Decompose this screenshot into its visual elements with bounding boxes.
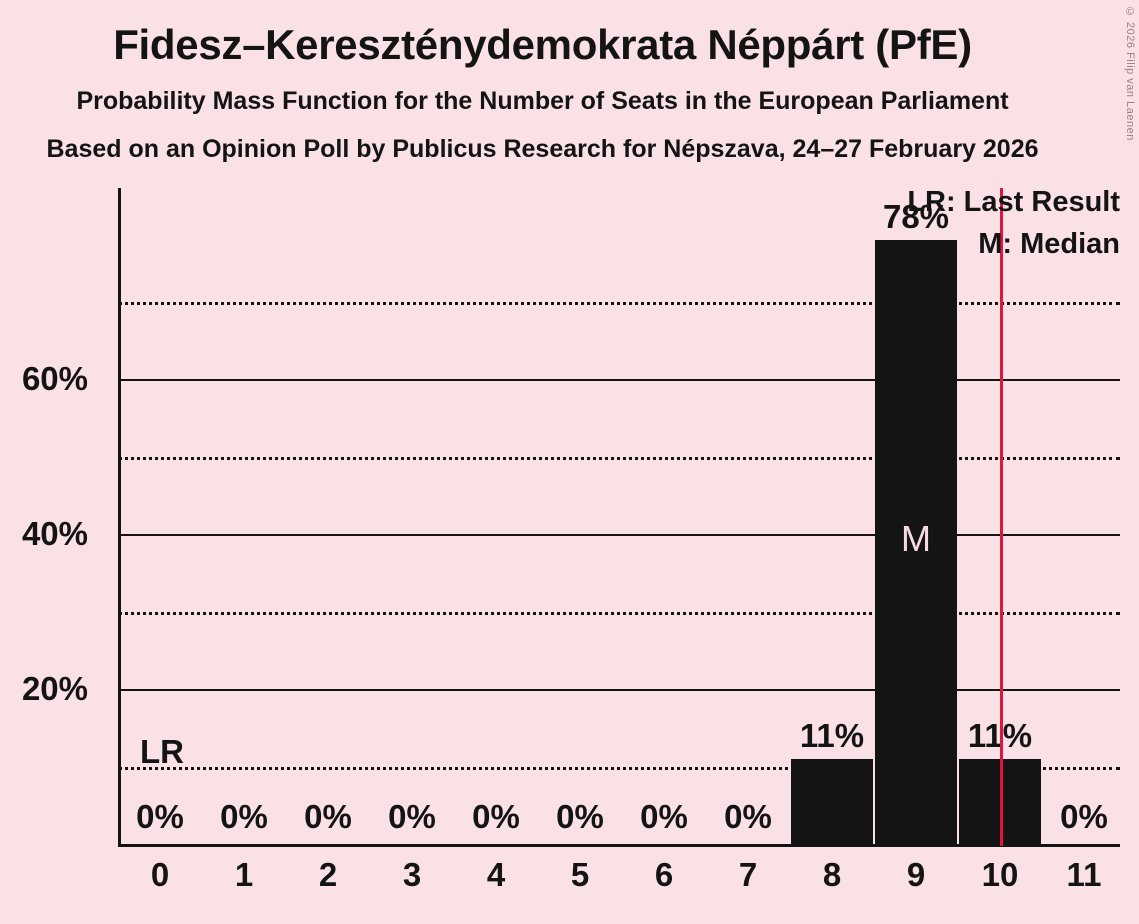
legend-median: M: Median: [978, 228, 1120, 260]
bar-value-label: 0%: [640, 798, 688, 835]
gridline-dotted: [118, 766, 1120, 770]
x-tick-label: 11: [1066, 856, 1102, 893]
bar-value-label: 78%: [882, 197, 950, 235]
bar-value-label: 0%: [556, 798, 604, 835]
x-tick-label: 1: [234, 856, 254, 893]
bar-value-label: 0%: [1060, 798, 1108, 835]
x-tick-label: 3: [402, 856, 422, 893]
page-title: Fidesz–Kereszténydemokrata Néppárt (PfE): [113, 21, 972, 68]
chart-source-line: Based on an Opinion Poll by Publicus Res…: [46, 135, 1039, 163]
x-tick-label: 8: [822, 856, 842, 893]
bar-value-label: 0%: [136, 798, 184, 835]
bar-value-label: 0%: [220, 798, 268, 835]
x-tick-label: 7: [738, 856, 758, 893]
x-tick-label: 2: [318, 856, 338, 893]
gridline-dotted: [118, 301, 1120, 305]
x-tick-label: 5: [570, 856, 590, 893]
bar-value-label: 0%: [724, 798, 772, 835]
x-tick-label: 6: [654, 856, 674, 893]
copyright-notice: © 2026 Filip van Laenen: [1124, 6, 1136, 141]
x-tick-label: 9: [906, 856, 926, 893]
gridline-solid: [118, 534, 1120, 536]
y-tick-label: 40%: [21, 515, 88, 552]
bar-value-label: 0%: [388, 798, 436, 835]
legend-last-result: LR: Last Result: [907, 186, 1120, 218]
gridline-solid: [118, 689, 1120, 691]
x-tick-label: 0: [150, 856, 170, 893]
bar-value-label: 11%: [799, 716, 865, 754]
bar: [791, 758, 873, 844]
x-axis-line: [118, 844, 1120, 847]
gridline-solid: [118, 379, 1120, 381]
y-tick-label: 20%: [21, 670, 88, 707]
bar-value-label: 0%: [304, 798, 352, 835]
bar: M: [875, 239, 957, 844]
plot-area: 20%40%60% M 0%0%0%0%0%0%0%0%11%78%11%0% …: [22, 186, 1120, 893]
y-axis-line: [118, 188, 121, 847]
x-tick-label: 10: [981, 856, 1019, 893]
y-tick-label: 60%: [21, 360, 88, 397]
gridline-dotted: [118, 456, 1120, 460]
gridline-dotted: [118, 611, 1120, 615]
chart-subtitle: Probability Mass Function for the Number…: [76, 87, 1009, 115]
last-result-marker-line: [1000, 188, 1003, 846]
bar-value-label: 0%: [472, 798, 520, 835]
x-tick-label: 4: [486, 856, 506, 893]
median-marker-in-bar: M: [901, 517, 931, 559]
last-result-label: LR: [140, 732, 184, 770]
